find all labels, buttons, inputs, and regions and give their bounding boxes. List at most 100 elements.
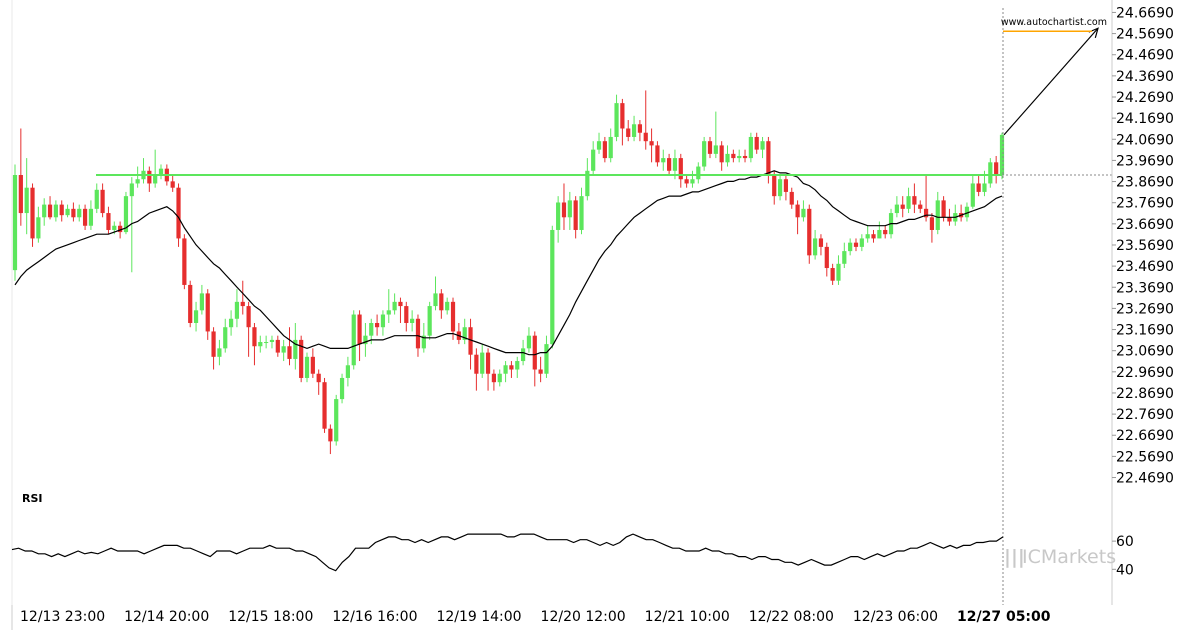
price-tick-label: 23.4690 bbox=[1116, 259, 1174, 275]
candle-body bbox=[900, 204, 905, 209]
candle-body bbox=[339, 377, 345, 400]
candle-body bbox=[71, 208, 76, 218]
time-label: 12/23 06:00 bbox=[853, 609, 938, 625]
candle-body bbox=[567, 200, 572, 218]
candle-body bbox=[556, 202, 561, 230]
candle-body bbox=[509, 365, 514, 370]
candle-body bbox=[725, 153, 730, 163]
candle-body bbox=[818, 238, 824, 247]
time-label: 12/13 23:00 bbox=[20, 609, 105, 625]
price-tick-label: 22.6690 bbox=[1116, 428, 1174, 444]
candle-body bbox=[929, 217, 935, 230]
price-tick-label: 24.0690 bbox=[1116, 132, 1174, 148]
time-label: 12/20 12:00 bbox=[541, 609, 626, 625]
price-tick-label: 23.2690 bbox=[1116, 301, 1174, 317]
candle-body bbox=[923, 208, 929, 218]
price-tick-label: 23.5690 bbox=[1116, 238, 1174, 254]
candle-body bbox=[316, 373, 321, 383]
candle-body bbox=[462, 327, 467, 340]
candle-body bbox=[345, 365, 350, 378]
time-label: 12/21 10:00 bbox=[645, 609, 730, 625]
candle-body bbox=[264, 342, 269, 344]
rsi-line bbox=[11, 533, 1004, 572]
candle-body bbox=[912, 196, 917, 205]
time-label: 12/16 16:00 bbox=[332, 609, 417, 625]
candle-body bbox=[439, 293, 444, 311]
candle-body bbox=[310, 356, 315, 374]
overlays bbox=[14, 8, 1112, 605]
candle-body bbox=[480, 352, 485, 374]
time-label-current: 12/27 05:00 bbox=[957, 609, 1051, 625]
candle-body bbox=[789, 191, 794, 205]
candle-body bbox=[234, 301, 240, 319]
candle-body bbox=[807, 208, 812, 256]
candle-body bbox=[158, 168, 164, 176]
candle-body bbox=[795, 204, 800, 218]
candle-body bbox=[199, 293, 204, 311]
price-tick-label: 24.6690 bbox=[1116, 5, 1174, 21]
candle-body bbox=[754, 136, 759, 150]
candle-body bbox=[655, 145, 660, 163]
candle-body bbox=[766, 141, 771, 176]
candle-body bbox=[392, 301, 397, 311]
candle-body bbox=[883, 229, 888, 235]
candle-body bbox=[228, 318, 234, 328]
candle-body bbox=[258, 342, 263, 347]
candle-body bbox=[30, 187, 35, 239]
price-tick-label: 22.5690 bbox=[1116, 449, 1174, 465]
candle-body bbox=[824, 246, 829, 269]
candle-body bbox=[188, 284, 193, 323]
svg-text:ICMarkets: ICMarkets bbox=[1022, 546, 1116, 568]
candle-body bbox=[147, 170, 152, 184]
candle-body bbox=[170, 181, 175, 188]
candle-body bbox=[702, 141, 707, 167]
candle-body bbox=[176, 187, 181, 239]
candle-body bbox=[877, 229, 882, 239]
candle-body bbox=[468, 327, 473, 355]
price-tick-label: 24.2690 bbox=[1116, 90, 1174, 106]
candle-body bbox=[561, 202, 567, 218]
candle-body bbox=[88, 208, 94, 226]
rsi-label: RSI bbox=[22, 492, 43, 505]
candle-body bbox=[999, 134, 1005, 176]
candle-body bbox=[304, 356, 310, 378]
candle-body bbox=[643, 132, 648, 142]
candle-body bbox=[853, 242, 859, 247]
svg-text:|||: ||| bbox=[1004, 546, 1025, 568]
candle-body bbox=[672, 158, 678, 171]
candle-body bbox=[941, 200, 946, 218]
candle-body bbox=[591, 149, 596, 171]
candle-body bbox=[515, 361, 520, 370]
candle-body bbox=[532, 335, 537, 370]
candle-body bbox=[82, 208, 88, 226]
candle-body bbox=[982, 183, 987, 192]
price-tick-label: 24.5690 bbox=[1116, 27, 1174, 43]
candle-body bbox=[608, 136, 613, 159]
candle-body bbox=[415, 318, 421, 349]
candle-body bbox=[53, 204, 58, 218]
candle-body bbox=[77, 208, 82, 218]
candle-body bbox=[935, 200, 940, 230]
candle-body bbox=[661, 158, 666, 163]
price-tick-label: 22.9690 bbox=[1116, 365, 1174, 381]
candle-body bbox=[585, 170, 590, 197]
candle-body bbox=[842, 251, 847, 264]
candle-body bbox=[626, 128, 631, 137]
candle-body bbox=[427, 306, 432, 336]
candle-body bbox=[596, 141, 602, 150]
candle-body bbox=[573, 200, 578, 230]
candle-body bbox=[544, 344, 549, 374]
candle-body bbox=[328, 428, 333, 442]
candle-body bbox=[994, 162, 999, 176]
candle-body bbox=[713, 145, 718, 154]
candle-body bbox=[649, 141, 654, 146]
candle-body bbox=[678, 158, 683, 180]
candle-body bbox=[491, 373, 497, 383]
candle-body bbox=[363, 335, 368, 345]
candle-body bbox=[94, 189, 99, 209]
brand-logo: ||| ICMarkets bbox=[1004, 546, 1116, 568]
candle-body bbox=[783, 179, 789, 192]
candle-body bbox=[731, 153, 736, 159]
candle-body bbox=[970, 183, 975, 207]
